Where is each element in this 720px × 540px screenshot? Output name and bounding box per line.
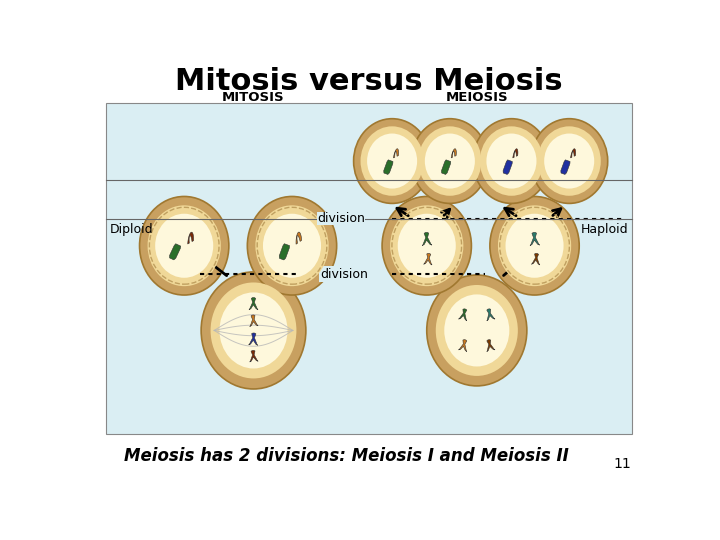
Polygon shape: [570, 148, 576, 158]
Ellipse shape: [444, 294, 509, 367]
Text: 11: 11: [613, 457, 631, 471]
Ellipse shape: [480, 126, 543, 196]
Text: division: division: [318, 212, 365, 225]
Polygon shape: [248, 333, 258, 345]
Ellipse shape: [490, 197, 579, 295]
Ellipse shape: [473, 119, 550, 204]
Polygon shape: [459, 340, 467, 352]
Ellipse shape: [498, 205, 571, 286]
Polygon shape: [250, 350, 258, 362]
Polygon shape: [441, 160, 451, 174]
Bar: [106, 103, 632, 434]
Polygon shape: [384, 160, 393, 174]
Ellipse shape: [390, 205, 464, 286]
Text: division: division: [320, 268, 369, 281]
Polygon shape: [459, 309, 467, 321]
Ellipse shape: [487, 133, 536, 188]
Ellipse shape: [148, 205, 221, 286]
Ellipse shape: [256, 205, 328, 286]
Text: Meiosis has 2 divisions: Meiosis I and Meiosis II: Meiosis has 2 divisions: Meiosis I and M…: [124, 447, 568, 465]
Polygon shape: [279, 244, 289, 260]
Text: Diploid: Diploid: [109, 222, 153, 235]
Text: MEIOSIS: MEIOSIS: [446, 91, 508, 104]
Ellipse shape: [427, 275, 527, 386]
Ellipse shape: [436, 285, 518, 376]
Ellipse shape: [411, 119, 488, 204]
Ellipse shape: [538, 126, 600, 196]
Polygon shape: [487, 340, 495, 352]
Polygon shape: [250, 315, 258, 327]
Polygon shape: [249, 298, 258, 309]
Ellipse shape: [382, 197, 472, 295]
Ellipse shape: [263, 214, 321, 278]
Polygon shape: [531, 253, 540, 265]
Ellipse shape: [156, 214, 213, 278]
Ellipse shape: [201, 272, 306, 389]
Ellipse shape: [210, 282, 297, 379]
Polygon shape: [393, 148, 399, 158]
Ellipse shape: [361, 126, 423, 196]
Ellipse shape: [425, 133, 475, 188]
Polygon shape: [423, 253, 432, 265]
Polygon shape: [513, 148, 518, 158]
Text: MITOSIS: MITOSIS: [222, 91, 285, 104]
Polygon shape: [487, 309, 495, 321]
Ellipse shape: [544, 133, 594, 188]
Polygon shape: [503, 160, 513, 174]
Ellipse shape: [220, 293, 287, 368]
Polygon shape: [530, 232, 540, 246]
Text: Mitosis versus Meiosis: Mitosis versus Meiosis: [175, 68, 563, 96]
Ellipse shape: [140, 197, 229, 295]
Polygon shape: [188, 232, 194, 244]
Ellipse shape: [354, 119, 431, 204]
Ellipse shape: [248, 197, 337, 295]
Polygon shape: [170, 244, 181, 260]
Polygon shape: [422, 232, 432, 246]
Ellipse shape: [397, 214, 456, 278]
Ellipse shape: [505, 214, 564, 278]
Polygon shape: [451, 148, 456, 158]
Ellipse shape: [367, 133, 417, 188]
Ellipse shape: [418, 126, 482, 196]
Polygon shape: [296, 232, 302, 244]
Text: Haploid: Haploid: [581, 222, 629, 235]
Polygon shape: [561, 160, 570, 174]
Ellipse shape: [531, 119, 608, 204]
